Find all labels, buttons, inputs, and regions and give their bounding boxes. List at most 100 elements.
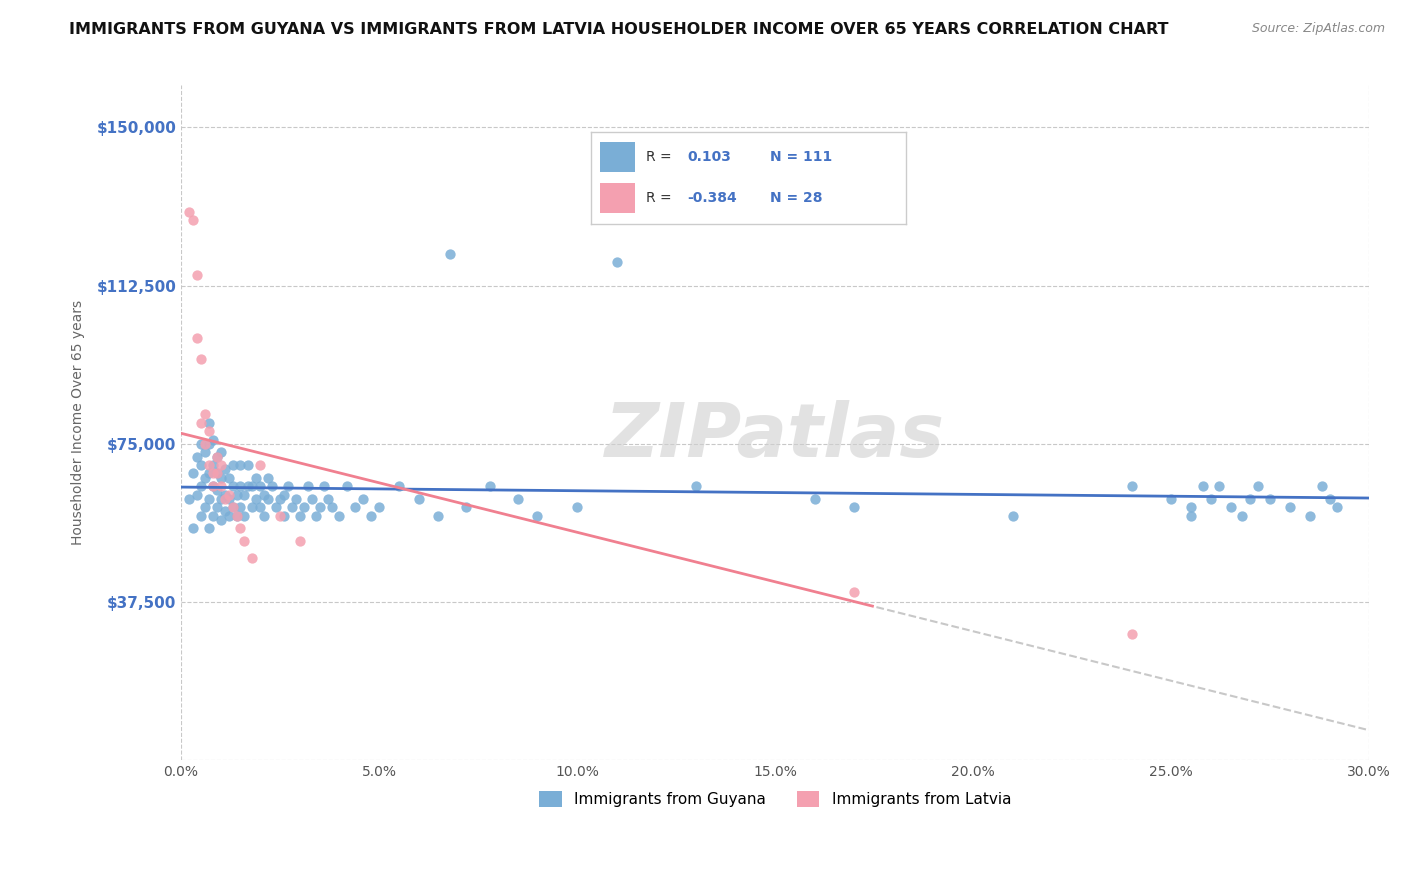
Point: [264, 500, 287, 515]
Point: [201, 458, 224, 472]
Point: [201, 479, 224, 493]
Point: [201, 467, 224, 481]
Point: [225, 508, 247, 523]
Point: [1326, 500, 1348, 515]
Point: [221, 479, 243, 493]
Point: [321, 500, 343, 515]
Point: [238, 479, 260, 493]
Point: [218, 470, 240, 484]
Point: [844, 500, 866, 515]
Point: [308, 500, 330, 515]
Point: [253, 508, 276, 523]
Point: [218, 491, 240, 506]
Point: [844, 584, 866, 599]
Point: [1121, 479, 1143, 493]
Point: [1299, 508, 1322, 523]
Point: [1247, 479, 1270, 493]
Point: [249, 458, 271, 472]
Point: [368, 500, 391, 515]
Point: [478, 479, 501, 493]
Point: [352, 491, 374, 506]
Point: [269, 508, 291, 523]
Point: [229, 458, 252, 472]
Point: [190, 352, 212, 367]
Point: [201, 508, 224, 523]
Point: [1232, 508, 1254, 523]
Point: [229, 479, 252, 493]
Point: [1121, 627, 1143, 641]
Point: [273, 487, 295, 501]
Point: [209, 445, 232, 459]
Point: [181, 467, 204, 481]
Point: [1258, 491, 1281, 506]
Point: [249, 479, 271, 493]
Point: [221, 500, 243, 515]
Point: [1180, 500, 1202, 515]
Point: [1208, 479, 1230, 493]
Point: [218, 487, 240, 501]
Point: [194, 500, 217, 515]
Point: [360, 508, 382, 523]
Point: [685, 479, 707, 493]
Point: [233, 508, 256, 523]
Point: [221, 500, 243, 515]
Y-axis label: Householder Income Over 65 years: Householder Income Over 65 years: [72, 301, 86, 545]
Point: [198, 491, 221, 506]
Point: [344, 500, 367, 515]
Point: [305, 508, 328, 523]
Point: [198, 467, 221, 481]
Point: [245, 470, 267, 484]
Point: [221, 458, 243, 472]
Point: [190, 479, 212, 493]
Point: [606, 255, 628, 269]
Point: [190, 508, 212, 523]
Point: [214, 491, 236, 506]
Point: [1199, 491, 1222, 506]
Point: [328, 508, 350, 523]
Point: [233, 487, 256, 501]
Point: [209, 491, 232, 506]
Point: [194, 470, 217, 484]
Point: [803, 491, 825, 506]
Point: [186, 450, 208, 464]
Point: [288, 508, 311, 523]
Point: [1191, 479, 1213, 493]
Text: Source: ZipAtlas.com: Source: ZipAtlas.com: [1251, 22, 1385, 36]
Point: [194, 445, 217, 459]
Point: [205, 467, 228, 481]
Point: [201, 433, 224, 447]
Point: [198, 437, 221, 451]
Point: [456, 500, 478, 515]
Point: [214, 487, 236, 501]
Point: [190, 416, 212, 430]
Point: [238, 458, 260, 472]
Point: [1319, 491, 1341, 506]
Point: [194, 437, 217, 451]
Point: [262, 479, 284, 493]
Point: [292, 500, 315, 515]
Point: [198, 521, 221, 535]
Text: ZIPatlas: ZIPatlas: [605, 400, 945, 473]
Point: [1180, 508, 1202, 523]
Point: [297, 479, 319, 493]
Point: [408, 491, 430, 506]
Point: [205, 500, 228, 515]
Point: [205, 483, 228, 498]
Point: [229, 500, 252, 515]
Point: [186, 487, 208, 501]
Point: [198, 424, 221, 438]
Point: [233, 533, 256, 548]
Point: [526, 508, 548, 523]
Point: [205, 450, 228, 464]
Point: [229, 521, 252, 535]
Point: [190, 458, 212, 472]
Point: [209, 470, 232, 484]
Point: [218, 508, 240, 523]
Point: [186, 268, 208, 282]
Point: [1219, 500, 1241, 515]
Point: [194, 407, 217, 421]
Point: [253, 487, 276, 501]
Point: [1001, 508, 1024, 523]
Point: [506, 491, 529, 506]
Point: [301, 491, 323, 506]
